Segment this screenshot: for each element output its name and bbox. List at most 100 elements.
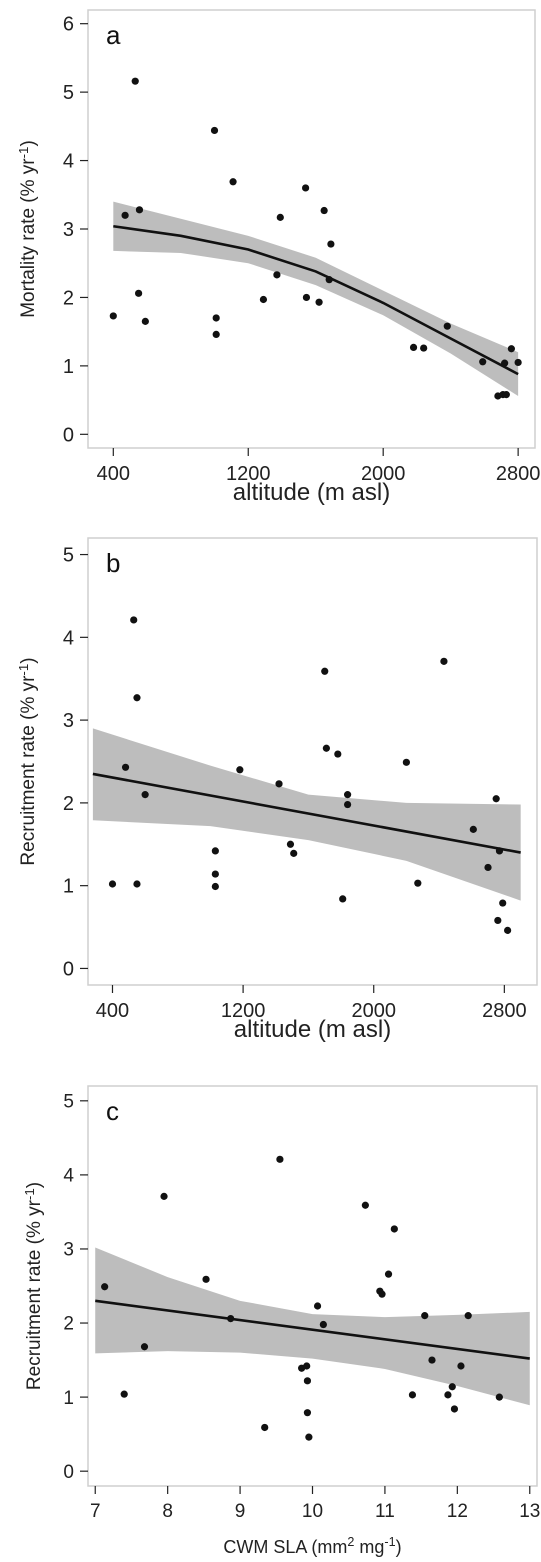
data-point-5: [135, 206, 144, 214]
x-tick-label: 9: [235, 1501, 246, 1522]
data-point-1: [109, 312, 117, 320]
y-tick-label: 3: [63, 1240, 74, 1261]
data-point-12: [286, 840, 295, 848]
data-point-28: [507, 345, 515, 353]
data-point-1: [101, 1283, 109, 1291]
confidence-band: [113, 201, 519, 396]
data-point-10: [303, 1362, 311, 1370]
x-tick-label: 7: [90, 1501, 101, 1522]
y-tick-label: 4: [63, 627, 74, 649]
data-point-2: [121, 763, 130, 771]
data-point-20: [390, 1225, 398, 1233]
x-tick-label: 10: [302, 1501, 323, 1522]
x-axis-title: altitude (m asl): [234, 1016, 391, 1043]
data-point-6: [227, 1314, 235, 1323]
fit-line: [113, 224, 519, 376]
x-tick-label: 400: [97, 463, 130, 485]
x-axis-title: CWM SLA (mm2 mg-1): [223, 1535, 401, 1557]
data-point-21: [414, 879, 422, 887]
data-point-6: [141, 791, 149, 799]
data-point-20: [409, 343, 418, 351]
data-point-2: [121, 211, 129, 219]
data-point-12: [303, 1409, 312, 1417]
panel-a: 0 1 2 3 4 5 6 400 1200 2000 2800 a altitude (m asl) M…: [0, 0, 541, 530]
y-axis-title: Recruitment rate (% yr-1): [22, 1182, 45, 1390]
data-point-27: [457, 1362, 465, 1370]
data-point-29: [514, 358, 522, 367]
y-tick-label: 5: [63, 82, 74, 104]
x-tick-label: 2800: [482, 1000, 527, 1022]
x-tick-label: 2000: [361, 463, 406, 485]
data-point-19: [384, 1270, 393, 1278]
data-point-18: [325, 276, 333, 284]
y-axis-title: Mortality rate (% yr-1): [16, 140, 39, 318]
data-point-7: [261, 1423, 269, 1432]
data-point-12: [273, 271, 281, 279]
data-point-15: [319, 1320, 327, 1329]
y-tick-label: 3: [63, 710, 74, 732]
data-point-10: [236, 766, 244, 774]
data-point-15: [322, 744, 330, 752]
x-tick-label: 11: [375, 1501, 395, 1522]
x-tick-label: 2800: [496, 463, 541, 485]
data-point-17: [320, 206, 328, 215]
panel-label: b: [106, 548, 120, 578]
plot-frame: [87, 537, 538, 986]
data-point-23: [479, 358, 487, 366]
data-point-27: [502, 391, 510, 399]
data-point-8: [276, 1155, 284, 1163]
data-point-21: [408, 1391, 417, 1399]
y-axis-title: Recruitment rate (% yr-1): [16, 657, 39, 865]
data-point-3: [131, 77, 139, 85]
y-tick-label: 5: [63, 545, 74, 567]
x-tick-label: 8: [162, 1501, 173, 1522]
data-point-13: [290, 849, 298, 857]
data-point-25: [448, 1383, 456, 1391]
data-point-21: [420, 344, 428, 352]
fit-line: [95, 1299, 530, 1360]
data-point-11: [275, 780, 283, 788]
data-point-25: [492, 795, 500, 803]
data-point-18: [378, 1290, 386, 1298]
x-axis-title: altitude (m asl): [233, 479, 390, 506]
data-point-20: [402, 758, 410, 766]
recruitment-altitude-chart: 0 1 2 3 4 5 400 1200 2000 2800 b altitude (m asl) Re…: [16, 537, 538, 1043]
y-tick-label: 1: [63, 356, 74, 378]
data-point-24: [484, 863, 492, 872]
panel-b: 0 1 2 3 4 5 400 1200 2000 2800 b altitude (m asl) Re…: [0, 530, 541, 1062]
data-point-19: [327, 240, 335, 248]
data-point-1: [108, 880, 117, 888]
data-point-9: [211, 882, 219, 891]
data-point-4: [133, 694, 141, 702]
mortality-altitude-chart: 0 1 2 3 4 5 6 400 1200 2000 2800 a altitude (m asl) M…: [16, 9, 541, 506]
data-point-24: [444, 1391, 452, 1399]
data-point-16: [334, 750, 342, 758]
data-point-29: [495, 1393, 503, 1401]
y-tick-label: 2: [63, 793, 74, 815]
y-tick-label: 0: [63, 958, 74, 980]
data-point-18: [344, 791, 352, 799]
data-point-23: [469, 825, 477, 833]
data-point-8: [211, 870, 219, 878]
data-point-22: [421, 1312, 429, 1320]
y-tick-label: 0: [63, 1462, 74, 1483]
data-point-15: [302, 293, 311, 302]
panel-label: a: [106, 20, 121, 50]
data-point-6: [141, 317, 149, 325]
y-tick-label: 3: [63, 219, 74, 241]
x-tick-label: 2000: [351, 1000, 396, 1022]
y-tick-label: 6: [63, 14, 74, 36]
data-point-4: [135, 289, 143, 297]
data-point-7: [210, 126, 219, 135]
data-point-13: [276, 213, 284, 221]
data-point-3: [130, 616, 138, 624]
data-point-26: [494, 916, 502, 925]
data-point-4: [160, 1192, 168, 1200]
y-tick-label: 4: [63, 1166, 74, 1187]
y-tick-label: 0: [63, 424, 74, 446]
x-tick-label: 13: [519, 1501, 540, 1522]
y-tick-label: 1: [63, 876, 74, 898]
x-tick-label: 12: [447, 1501, 468, 1522]
data-point-26: [450, 1405, 459, 1413]
